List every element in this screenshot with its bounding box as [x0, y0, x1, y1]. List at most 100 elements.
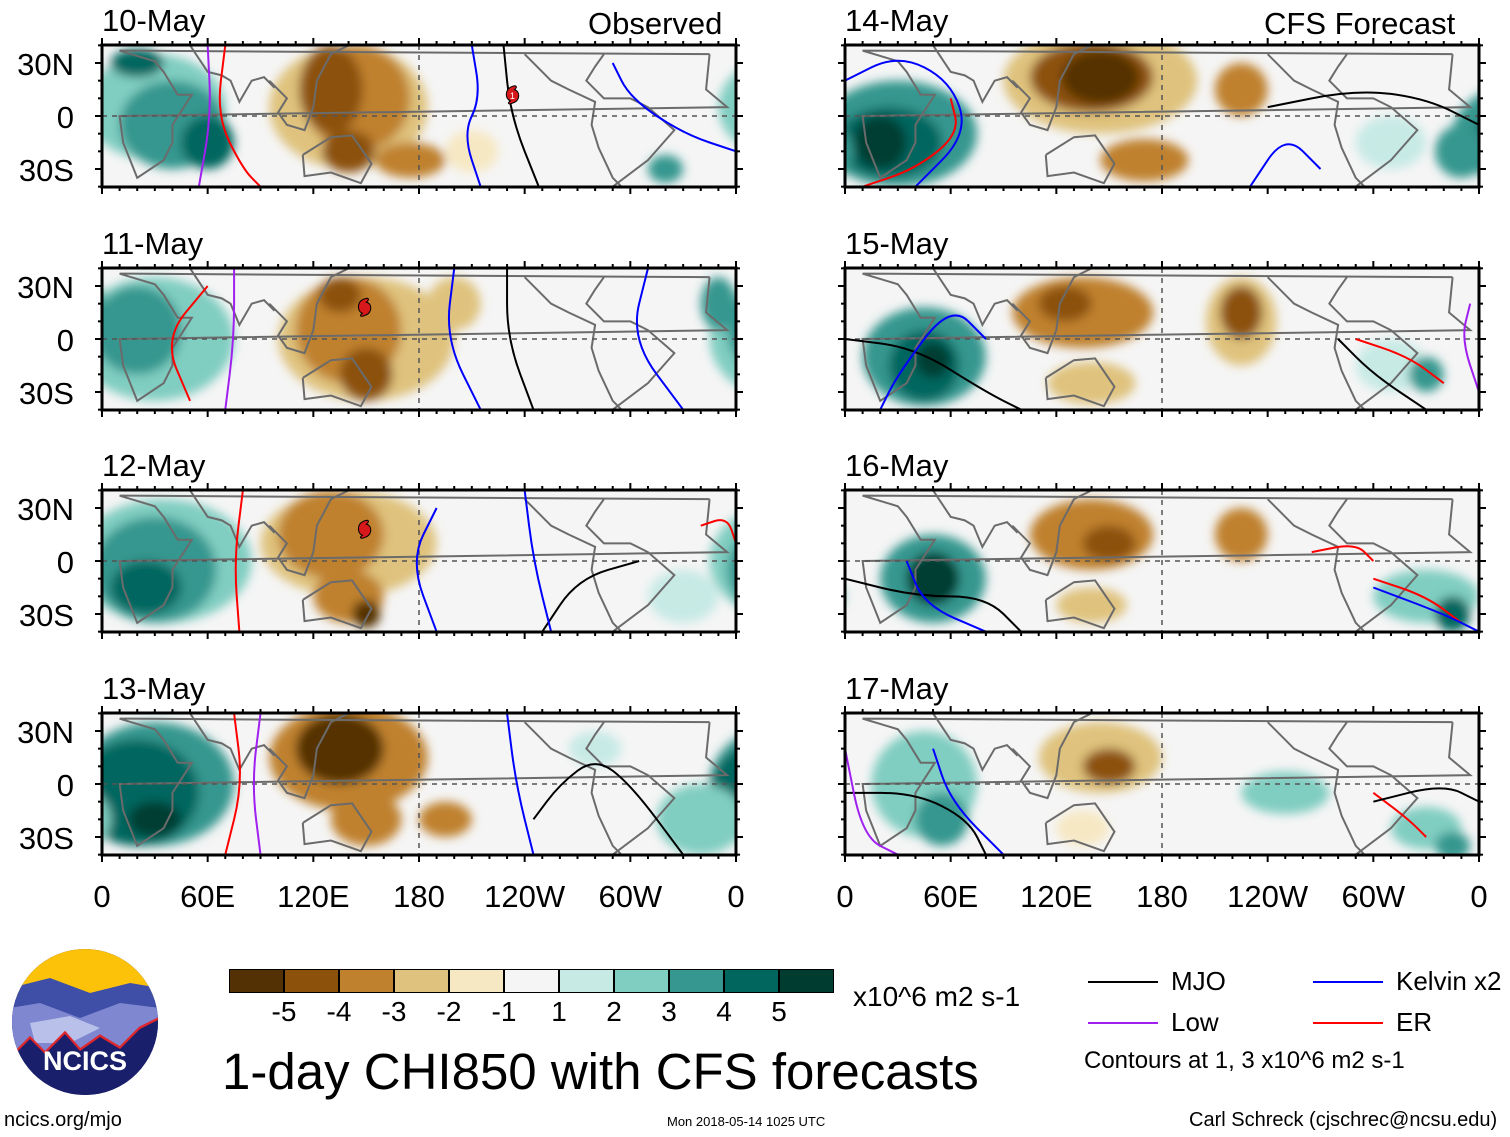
lat-tick-label: 30S [18, 598, 74, 634]
anomaly-region [647, 570, 719, 624]
anomaly-region [330, 792, 402, 846]
legend-line-swatch [1088, 981, 1158, 983]
lat-tick-label: 0 [56, 768, 74, 804]
colorbar-swatch [669, 969, 724, 993]
anomaly-region [1056, 587, 1127, 624]
colorbar-swatch [394, 969, 449, 993]
colorbar-tick-label: 4 [716, 996, 732, 1027]
anomaly-region [299, 45, 363, 134]
coastline [1011, 45, 1093, 132]
legend-label: MJO [1171, 966, 1226, 996]
lat-tick-label: 0 [56, 545, 74, 581]
anomaly-region [700, 276, 736, 330]
coastline [585, 498, 676, 633]
contour-kelvin-x2 [447, 267, 482, 410]
colorbar-tick-label: 2 [606, 996, 622, 1027]
anomaly-region [656, 784, 736, 855]
coastline [932, 45, 1019, 105]
lat-tick-label: 0 [56, 100, 74, 135]
website-link[interactable]: ncics.org/mjo [4, 1109, 122, 1131]
coastline [861, 495, 1473, 625]
coastline [861, 49, 1473, 180]
contour-er [1311, 545, 1375, 563]
contour-low [1463, 303, 1479, 393]
lat-tick-label: 30N [17, 47, 74, 82]
lat-tick-label: 30S [18, 375, 74, 411]
coastline [1044, 579, 1116, 630]
coastline [268, 267, 350, 355]
contour-low [197, 45, 211, 187]
contour-er [1355, 337, 1445, 384]
coastline [523, 276, 623, 410]
anomaly-region [739, 570, 845, 623]
anomaly-region [568, 731, 622, 767]
anomaly-region [801, 832, 836, 860]
contour-mjo [1337, 337, 1427, 410]
legend-label: ER [1396, 1007, 1433, 1037]
map-panel [95, 706, 743, 863]
coastline [861, 717, 1473, 848]
coastline [268, 490, 350, 577]
lon-tick-label: 60E [923, 879, 979, 914]
timestamp: Mon 2018-05-14 1025 UTC [667, 1114, 826, 1129]
coastline [523, 53, 623, 187]
anomaly-region [1355, 116, 1427, 169]
panel-date: 14-May [845, 3, 949, 38]
coastline [1011, 490, 1093, 577]
map-panel [838, 483, 1486, 640]
lon-tick-label: 60E [180, 879, 236, 914]
coastline [118, 49, 730, 180]
anomaly-region [339, 347, 393, 401]
colorbar-swatch [779, 969, 834, 993]
contour-kelvin-x2 [1372, 586, 1479, 633]
legend-note: Contours at 1, 3 x10^6 m2 s-1 [1084, 1047, 1405, 1074]
contour-er [170, 285, 209, 401]
contour-er [1373, 578, 1462, 625]
coastline [189, 713, 276, 773]
lat-tick-label: 30S [18, 821, 74, 857]
anomaly-region [727, 542, 736, 598]
anomaly-region [1434, 831, 1471, 856]
contour-kelvin-x2 [635, 267, 684, 410]
anomaly-region [745, 49, 798, 77]
colorbar-swatch [559, 969, 614, 993]
logo-text: NCICS [43, 1046, 127, 1076]
tropical-cyclone-icon [357, 297, 372, 317]
coastline [268, 713, 350, 800]
lat-tick-label: 30N [17, 269, 74, 305]
anomaly-region [801, 597, 836, 632]
colorbar-tick-label: 5 [771, 996, 787, 1027]
anomaly-region [1241, 771, 1330, 815]
contour-mjo [541, 560, 640, 633]
contour-low [224, 268, 236, 410]
anomaly-region [1056, 810, 1110, 846]
coastline [189, 490, 276, 550]
coastline [118, 717, 730, 848]
lon-tick-label: 0 [93, 879, 111, 914]
forecast-header: CFS Forecast [1264, 6, 1456, 41]
coastline [118, 272, 730, 403]
anomaly-region [853, 116, 907, 169]
map-panel: 1 [95, 38, 743, 194]
panel-date: 17-May [845, 671, 949, 707]
coastline [301, 357, 373, 408]
anomaly-region [845, 131, 854, 172]
panel-date: 11-May [102, 225, 204, 261]
legend-line-swatch [1088, 1022, 1158, 1024]
coastline [1266, 721, 1366, 856]
coastline [932, 267, 1019, 327]
map-panel [838, 38, 1486, 194]
contour-er [224, 713, 241, 856]
anomaly-region [1434, 124, 1479, 178]
map-panel [838, 260, 1486, 417]
colorbar-tick-label: -3 [381, 996, 407, 1027]
coastline [861, 272, 1473, 403]
coastline [1044, 357, 1116, 408]
panel-date: 10-May [102, 3, 206, 38]
coastline [1328, 721, 1419, 856]
storm-label: 1 [510, 91, 515, 101]
lon-tick-label: 0 [1470, 879, 1488, 914]
anomaly-region [102, 798, 111, 841]
lon-tick-label: 120E [277, 879, 350, 914]
anomaly-region [445, 130, 499, 173]
